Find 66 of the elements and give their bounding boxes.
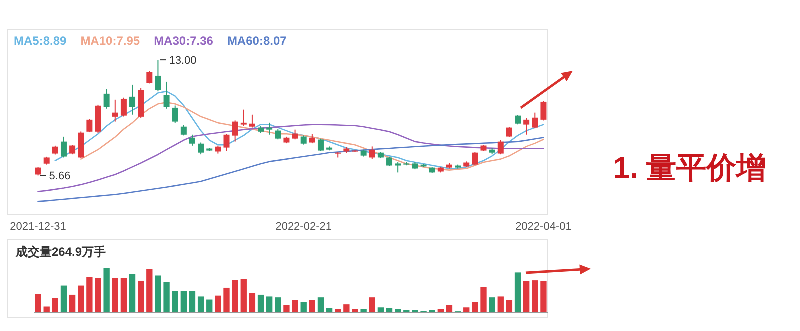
text: MA5:8.89 bbox=[14, 34, 68, 48]
bar bbox=[489, 298, 496, 312]
annotation: 13.00 bbox=[169, 55, 197, 68]
bar bbox=[44, 306, 50, 312]
bar bbox=[446, 305, 453, 312]
bar bbox=[52, 298, 58, 312]
bar bbox=[498, 296, 504, 312]
bar bbox=[86, 277, 93, 312]
bar bbox=[318, 298, 324, 312]
bar bbox=[164, 282, 170, 312]
x-tick-label: 2022-02-21 bbox=[276, 221, 332, 233]
bar bbox=[129, 274, 136, 312]
bar bbox=[172, 291, 178, 312]
bar bbox=[249, 293, 256, 312]
bar bbox=[309, 300, 316, 312]
bar bbox=[524, 281, 530, 312]
bar bbox=[360, 309, 367, 312]
bar bbox=[480, 287, 487, 312]
bar bbox=[386, 308, 393, 312]
bar bbox=[300, 302, 307, 312]
bar bbox=[155, 276, 162, 312]
bar bbox=[532, 280, 538, 312]
bar bbox=[78, 286, 84, 312]
chart-title: 成交量264.9万手 bbox=[15, 245, 106, 259]
bar bbox=[60, 286, 68, 312]
bar bbox=[326, 308, 333, 312]
bar bbox=[352, 309, 358, 312]
bar bbox=[369, 298, 376, 312]
bar bbox=[35, 294, 42, 312]
bar bbox=[540, 281, 547, 312]
x-tick-label: 2021-12-31 bbox=[10, 221, 66, 233]
bar bbox=[266, 296, 273, 312]
bar bbox=[95, 278, 102, 312]
bar bbox=[472, 302, 478, 312]
bar bbox=[198, 296, 204, 312]
text: MA60:8.07 bbox=[227, 34, 288, 48]
text: MA30:7.36 bbox=[154, 34, 214, 48]
bar bbox=[215, 296, 222, 312]
annotation: 5.66 bbox=[49, 170, 71, 183]
bar bbox=[378, 308, 384, 312]
bar bbox=[284, 305, 290, 312]
bar bbox=[240, 279, 247, 312]
bar bbox=[275, 298, 282, 312]
bar bbox=[292, 300, 298, 312]
bar bbox=[146, 269, 153, 312]
bar bbox=[258, 294, 264, 312]
bar bbox=[120, 278, 128, 312]
bar bbox=[464, 308, 470, 312]
bar bbox=[112, 278, 118, 312]
x-tick-label: 2022-04-01 bbox=[516, 221, 572, 233]
bar bbox=[69, 294, 76, 312]
bar bbox=[335, 309, 342, 312]
text: MA10:7.95 bbox=[80, 34, 140, 48]
bar bbox=[189, 291, 196, 312]
bar bbox=[104, 268, 110, 312]
bar bbox=[138, 280, 144, 312]
bar bbox=[180, 291, 187, 312]
text: 1. 量平价增 bbox=[613, 152, 767, 185]
bar bbox=[438, 309, 444, 312]
bar bbox=[224, 288, 230, 312]
bar bbox=[206, 300, 213, 312]
bar bbox=[232, 280, 238, 312]
bar bbox=[344, 304, 350, 312]
bar bbox=[514, 272, 522, 312]
bar bbox=[506, 300, 513, 312]
bar bbox=[395, 309, 402, 312]
